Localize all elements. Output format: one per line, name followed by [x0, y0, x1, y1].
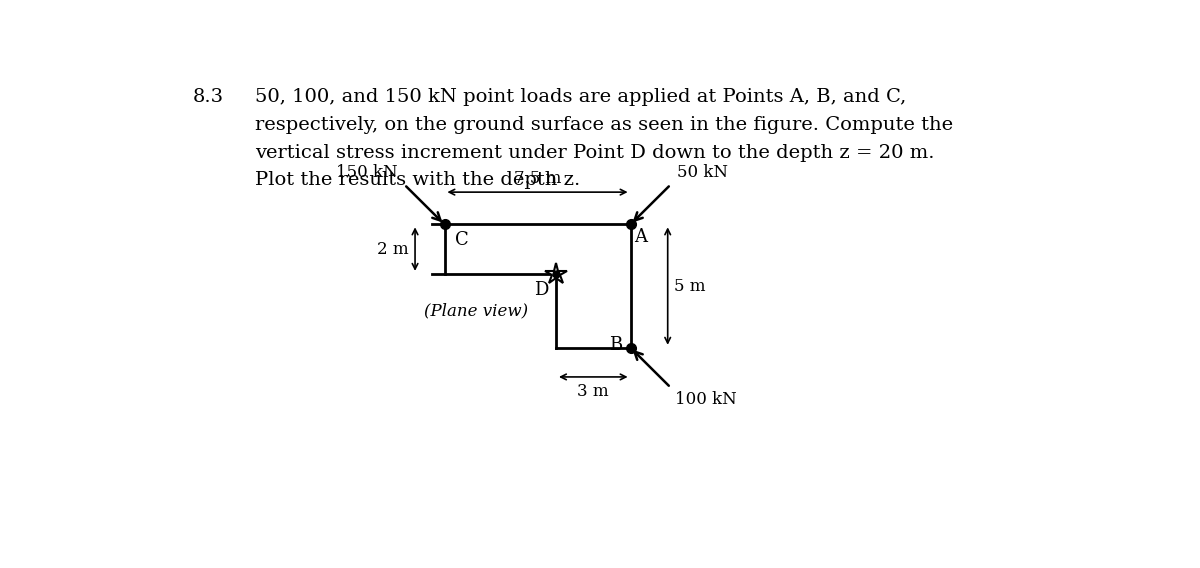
Text: A: A: [635, 228, 647, 247]
Text: 7.5 m: 7.5 m: [514, 170, 562, 187]
Text: Plot the results with the depth z.: Plot the results with the depth z.: [254, 172, 580, 189]
Text: B: B: [610, 336, 623, 354]
Text: respectively, on the ground surface as seen in the figure. Compute the: respectively, on the ground surface as s…: [254, 116, 953, 134]
Text: 2 m: 2 m: [377, 241, 409, 258]
Text: vertical stress increment under Point D down to the depth z = 20 m.: vertical stress increment under Point D …: [254, 144, 934, 162]
Text: 50, 100, and 150 kN point loads are applied at Points A, B, and C,: 50, 100, and 150 kN point loads are appl…: [254, 88, 906, 106]
Text: 5 m: 5 m: [674, 278, 706, 295]
Text: 150 kN: 150 kN: [336, 164, 398, 181]
Text: (Plane view): (Plane view): [425, 302, 528, 319]
Text: 3 m: 3 m: [577, 383, 610, 400]
Text: D: D: [534, 282, 548, 299]
Text: 50 kN: 50 kN: [677, 164, 728, 181]
Text: C: C: [455, 231, 468, 249]
Text: 100 kN: 100 kN: [674, 391, 737, 408]
Text: 8.3: 8.3: [193, 88, 223, 106]
